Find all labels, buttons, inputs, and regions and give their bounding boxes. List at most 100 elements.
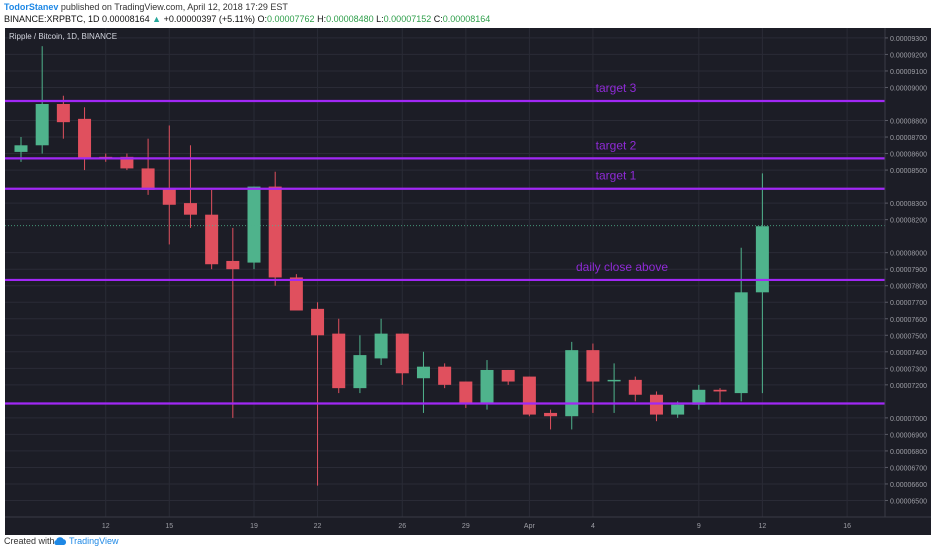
change-arrow: ▲ xyxy=(152,14,162,24)
level-annotation: target 1 xyxy=(596,169,637,183)
y-tick-label: 0.00007300 xyxy=(890,366,927,373)
axis-layer: 0.00009300 0.00009200 0.00009100 0.00009000… xyxy=(5,28,931,536)
y-tick-label: 0.00006900 xyxy=(890,432,927,439)
candle-body xyxy=(395,333,409,374)
publish-header: TodorStanev published on TradingView.com… xyxy=(0,0,932,30)
x-tick-label: 19 xyxy=(250,523,258,530)
candle-body xyxy=(734,292,748,394)
y-tick-label: 0.00008200 xyxy=(890,218,927,225)
tradingview-brand[interactable]: TradingView xyxy=(69,536,119,546)
bearish-candle xyxy=(522,376,536,417)
bearish-candle xyxy=(713,388,727,405)
price-chart[interactable]: 0.000081640.00008918target 30.00008571ta… xyxy=(5,28,931,536)
candle-body xyxy=(522,376,536,415)
high-value: 0.00008480 xyxy=(326,14,374,24)
y-tick-label: 0.00007000 xyxy=(890,416,927,423)
candle-body xyxy=(755,226,769,293)
bullish-candle xyxy=(374,318,388,366)
level-annotation: daily close above xyxy=(576,260,668,274)
x-tick-label: 12 xyxy=(758,523,766,530)
y-tick-label: 0.00007700 xyxy=(890,300,927,307)
x-tick-label: 12 xyxy=(102,523,110,530)
candle-body xyxy=(459,381,473,404)
bullish-candle xyxy=(353,335,367,394)
candle-body xyxy=(692,389,706,405)
y-tick-label: 0.00008600 xyxy=(890,152,927,159)
candle-body xyxy=(14,145,28,152)
candle-body xyxy=(438,366,452,385)
y-tick-label: 0.00006500 xyxy=(890,498,927,505)
candle-body xyxy=(586,350,600,382)
candle-body xyxy=(353,355,367,389)
candle-body xyxy=(501,369,515,382)
bearish-candle xyxy=(395,333,409,385)
close-label: C: xyxy=(433,14,443,24)
open-value: 0.00007762 xyxy=(267,14,315,24)
bearish-candle xyxy=(162,125,176,245)
bullish-candle xyxy=(607,363,621,413)
y-tick-label: 0.00009100 xyxy=(890,69,927,76)
bullish-candle xyxy=(247,186,261,270)
candle-body xyxy=(713,389,727,392)
y-tick-label: 0.00009000 xyxy=(890,85,927,92)
x-tick-label: 15 xyxy=(165,523,173,530)
x-tick-label: 9 xyxy=(697,523,701,530)
x-tick-label: Apr xyxy=(524,523,536,530)
y-tick-label: 0.00007600 xyxy=(890,317,927,324)
bullish-candle xyxy=(565,341,579,430)
candle-body xyxy=(544,412,558,417)
y-tick-label: 0.00008000 xyxy=(890,251,927,258)
author-link[interactable]: TodorStanev xyxy=(4,2,59,12)
bearish-candle xyxy=(649,391,663,422)
candle-body xyxy=(480,369,494,404)
candle-body xyxy=(416,366,430,379)
x-tick-label: 16 xyxy=(843,523,851,530)
bearish-candle xyxy=(628,376,642,402)
candle-body xyxy=(120,156,134,169)
quote-line: BINANCE:XRPBTC, 1D 0.00008164 ▲ +0.00000… xyxy=(4,14,490,24)
last-price: 0.00008164 xyxy=(102,14,150,24)
candle-body xyxy=(565,350,579,417)
y-tick-label: 0.00008700 xyxy=(890,135,927,142)
footer: Created with TradingView xyxy=(0,535,932,550)
close-value: 0.00008164 xyxy=(442,14,491,24)
candle-body xyxy=(226,260,240,270)
bearish-candle xyxy=(205,189,219,270)
level-annotation: target 3 xyxy=(596,81,637,95)
y-tick-label: 0.00007500 xyxy=(890,333,927,340)
bearish-candle xyxy=(311,302,325,486)
bearish-candle xyxy=(268,171,282,286)
x-tick-label: 29 xyxy=(462,523,470,530)
y-tick-label: 0.00007800 xyxy=(890,284,927,291)
y-tick-label: 0.00007200 xyxy=(890,383,927,390)
candle-body xyxy=(374,333,388,359)
y-tick-label: 0.00007400 xyxy=(890,350,927,357)
candle-body xyxy=(607,379,621,382)
low-label: L: xyxy=(376,14,384,24)
x-tick-label: 4 xyxy=(591,523,595,530)
bearish-candle xyxy=(332,318,346,394)
candle-body xyxy=(671,404,685,415)
created-with-text: Created with xyxy=(4,536,55,546)
high-label: H: xyxy=(317,14,327,24)
bearish-candle xyxy=(544,409,558,430)
chart-title: Ripple / Bitcoin, 1D, BINANCE xyxy=(9,32,117,41)
candle-body xyxy=(205,214,219,265)
chart-background xyxy=(5,28,931,536)
y-tick-label: 0.00007900 xyxy=(890,267,927,274)
bearish-candle xyxy=(501,369,515,385)
bullish-candle xyxy=(734,247,748,402)
low-value: 0.00007152 xyxy=(383,14,432,24)
y-tick-label: 0.00009200 xyxy=(890,52,927,59)
bearish-candle xyxy=(78,107,92,171)
symbol-interval: BINANCE:XRPBTC, 1D xyxy=(4,14,100,24)
candle-body xyxy=(247,186,261,263)
bearish-candle xyxy=(226,227,240,418)
y-tick-label: 0.00008800 xyxy=(890,119,927,126)
level-annotation: target 2 xyxy=(596,138,637,152)
y-tick-label: 0.00006600 xyxy=(890,482,927,489)
candle-body xyxy=(78,118,92,159)
y-tick-label: 0.00006800 xyxy=(890,449,927,456)
y-tick-label: 0.00009300 xyxy=(890,36,927,43)
candle-body xyxy=(162,188,176,205)
